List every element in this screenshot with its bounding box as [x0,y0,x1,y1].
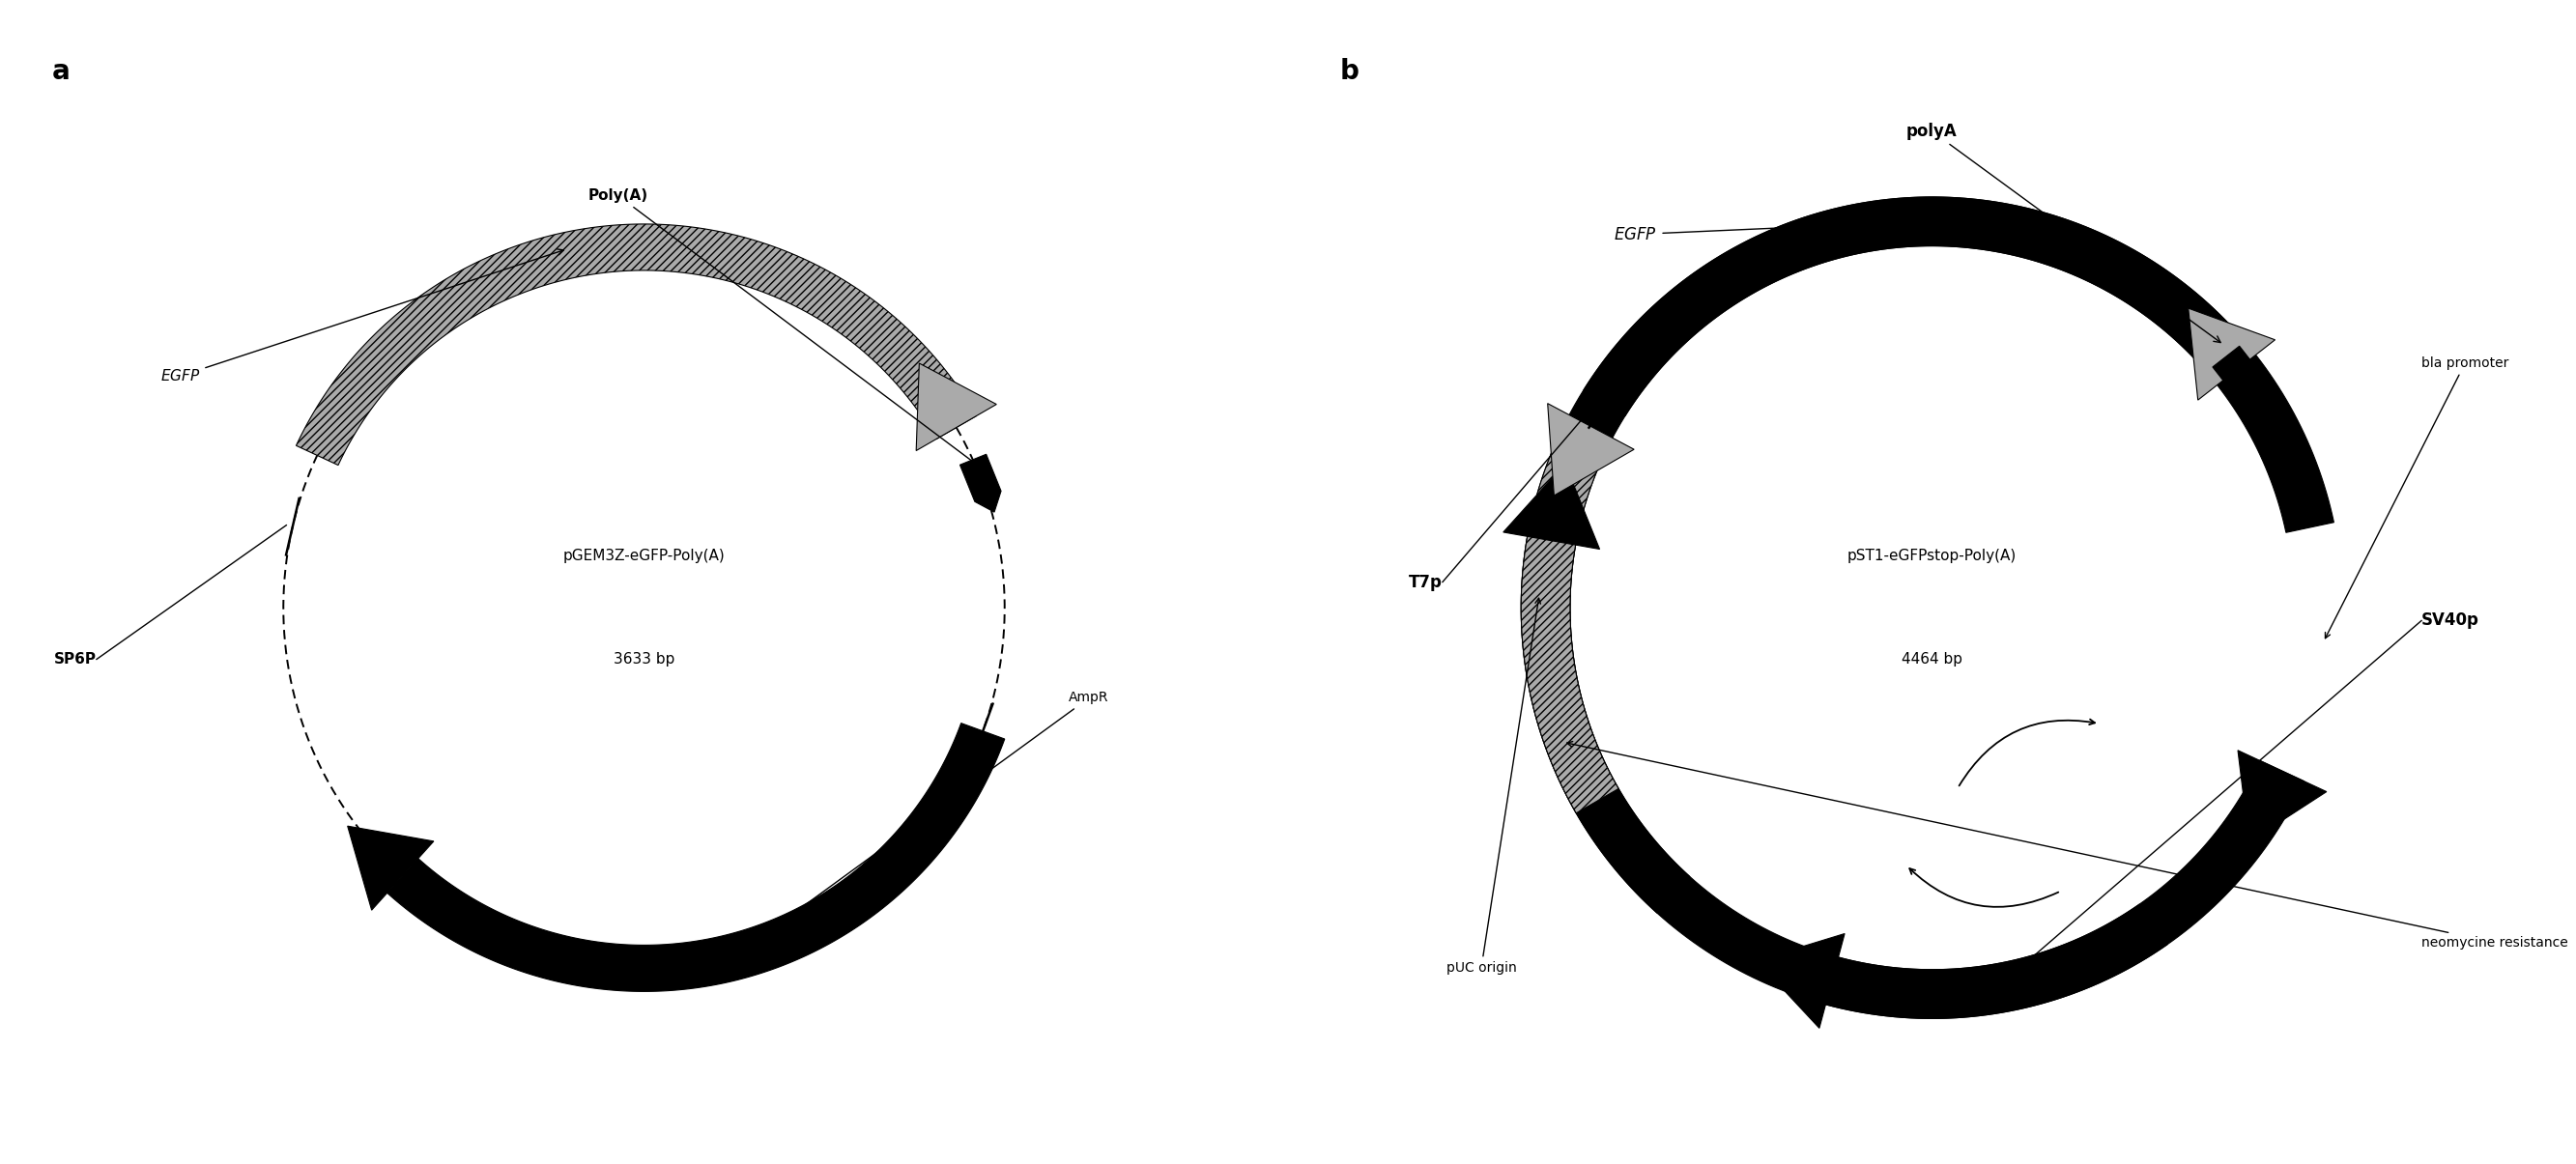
Text: Poly(A): Poly(A) [587,189,981,468]
Polygon shape [2239,751,2326,842]
Text: AmpR: AmpR [724,691,1110,964]
Text: polyA: polyA [1906,122,2221,342]
Polygon shape [1504,463,1600,549]
Polygon shape [2187,308,2275,400]
Text: a: a [52,58,70,85]
Text: b: b [1340,58,1358,85]
Polygon shape [1826,904,2166,1018]
Polygon shape [1522,197,2334,1018]
Polygon shape [296,223,976,466]
Polygon shape [1757,934,1844,1028]
Text: $\it{EGFP}$: $\it{EGFP}$ [1615,222,1839,243]
Text: SV40p: SV40p [2421,612,2478,630]
Text: T7p: T7p [1409,574,1443,590]
Polygon shape [1522,537,1690,913]
Text: bla promoter: bla promoter [2326,356,2509,638]
Text: SP6P: SP6P [54,652,98,667]
Text: pST1-eGFPstop-Poly(A): pST1-eGFPstop-Poly(A) [1847,549,2017,563]
Polygon shape [1584,197,2257,416]
Polygon shape [961,454,1002,512]
Polygon shape [917,363,997,450]
Text: pUC origin: pUC origin [1445,598,1540,975]
Polygon shape [348,826,433,910]
Polygon shape [1522,414,1618,814]
Polygon shape [1548,404,1633,496]
Polygon shape [386,723,1005,992]
Text: 3633 bp: 3633 bp [613,652,675,667]
Text: 4464 bp: 4464 bp [1901,652,1963,667]
Text: $\it{EGFP}$: $\it{EGFP}$ [160,249,564,384]
Polygon shape [2213,346,2269,410]
Text: neomycine resistance: neomycine resistance [1566,741,2568,950]
Text: pGEM3Z-eGFP-Poly(A): pGEM3Z-eGFP-Poly(A) [564,549,724,563]
